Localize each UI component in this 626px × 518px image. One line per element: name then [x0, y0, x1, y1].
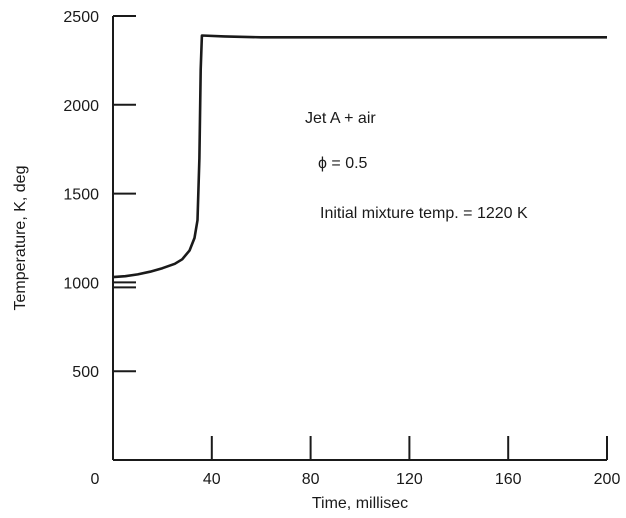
- y-tick-label-1500: 1500: [63, 187, 99, 204]
- temperature-series-line: [112, 34, 607, 279]
- y-axis-title: Temperature, K, deg: [12, 166, 29, 311]
- y-ticks: 500 1000 1500 2000 2500: [63, 9, 136, 381]
- x-tick-label-80: 80: [302, 471, 320, 488]
- x-axis-title: Time, millisec: [312, 495, 408, 512]
- y-tick-label-2500: 2500: [63, 9, 99, 26]
- annotation-equivalence-ratio: ϕ = 0.5: [318, 155, 368, 172]
- annotation-initial-temperature: Initial mixture temp. = 1220 K: [320, 205, 528, 222]
- x-ticks: 0 40 80 120 160 200: [91, 436, 621, 488]
- x-tick-label-160: 160: [495, 471, 522, 488]
- y-tick-label-1000: 1000: [63, 275, 99, 292]
- series-layer: [112, 34, 607, 279]
- annotation-mixture: Jet A + air: [305, 110, 376, 127]
- y-tick-label-500: 500: [72, 364, 99, 381]
- y-tick-label-2000: 2000: [63, 98, 99, 115]
- x-tick-label-0: 0: [91, 471, 100, 488]
- x-tick-label-120: 120: [396, 471, 423, 488]
- x-tick-label-40: 40: [203, 471, 221, 488]
- x-tick-label-200: 200: [594, 471, 621, 488]
- axes: [112, 16, 607, 461]
